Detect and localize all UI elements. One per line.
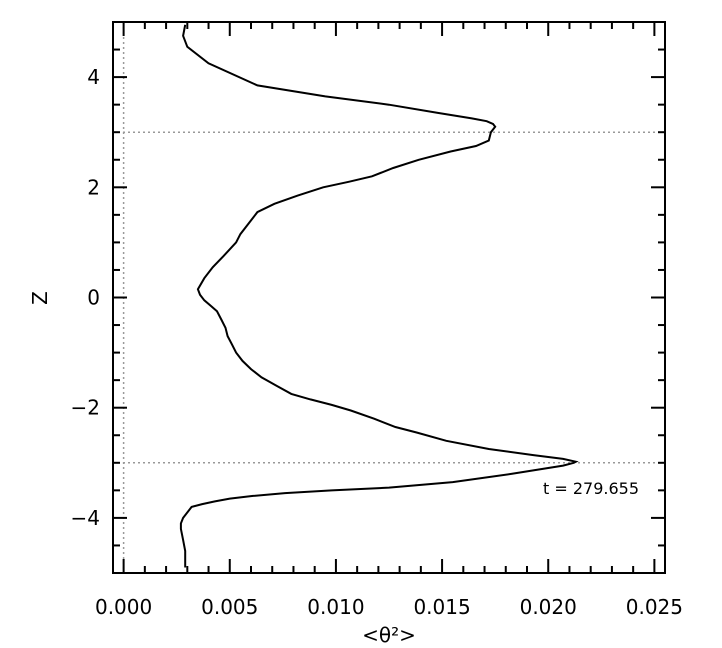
x-tick-label: 0.020 [520, 595, 577, 619]
y-tick-label: 4 [87, 65, 100, 89]
x-tick-label: 0.010 [307, 595, 364, 619]
y-axis-title: Z [28, 291, 52, 305]
x-tick-label: 0.005 [201, 595, 258, 619]
axis-ticks [113, 21, 665, 574]
time-annotation: t = 279.655 [543, 479, 639, 498]
x-axis-title: <θ²> [362, 623, 416, 647]
tick-labels: 0.000 0.005 0.010 0.015 0.020 0.025 −4 −2 0 2 4 [71, 65, 684, 619]
x-tick-label: 0.015 [413, 595, 470, 619]
y-tick-label: 2 [87, 175, 100, 199]
x-tick-label: 0.025 [626, 595, 683, 619]
x-tick-label: 0.000 [95, 595, 152, 619]
plot-frame [112, 21, 666, 574]
y-tick-label: −4 [71, 506, 100, 530]
y-tick-label: 0 [87, 286, 100, 310]
y-tick-label: −2 [71, 396, 100, 420]
series-line [179, 24, 579, 568]
